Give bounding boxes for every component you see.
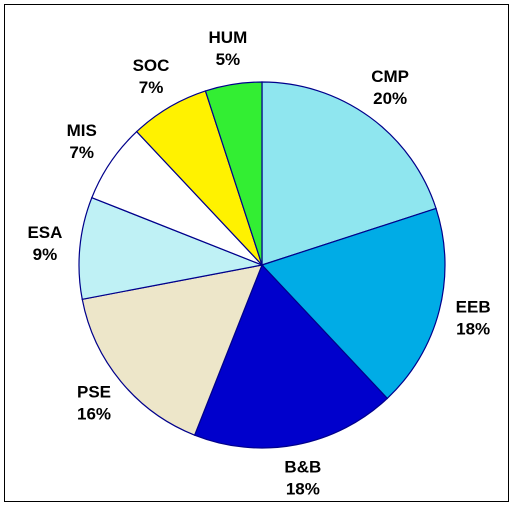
- value-label: 7%: [69, 143, 94, 162]
- slice-label: CMP: [371, 67, 409, 86]
- pie-slice: [78, 196, 265, 300]
- pie-slice: [261, 81, 437, 266]
- value-label: 18%: [456, 320, 490, 339]
- slice-label: HUM: [209, 28, 248, 47]
- value-label: 5%: [216, 50, 241, 69]
- slice-label: B&B: [284, 458, 321, 477]
- pie-slice: [260, 207, 446, 400]
- value-label: 18%: [286, 480, 320, 499]
- slice-label: MIS: [67, 121, 97, 140]
- pie-slice: [204, 81, 263, 266]
- frame: [4, 4, 509, 502]
- slice-label: EEB: [456, 298, 491, 317]
- value-label: 20%: [373, 89, 407, 108]
- value-label: 7%: [139, 78, 164, 97]
- pie-slice: [193, 263, 389, 449]
- pie-slice: [81, 264, 263, 436]
- slice-label: SOC: [133, 56, 170, 75]
- value-label: 9%: [33, 245, 58, 264]
- value-label: 16%: [77, 404, 111, 423]
- slice-label: PSE: [77, 382, 111, 401]
- slice-label: ESA: [27, 223, 62, 242]
